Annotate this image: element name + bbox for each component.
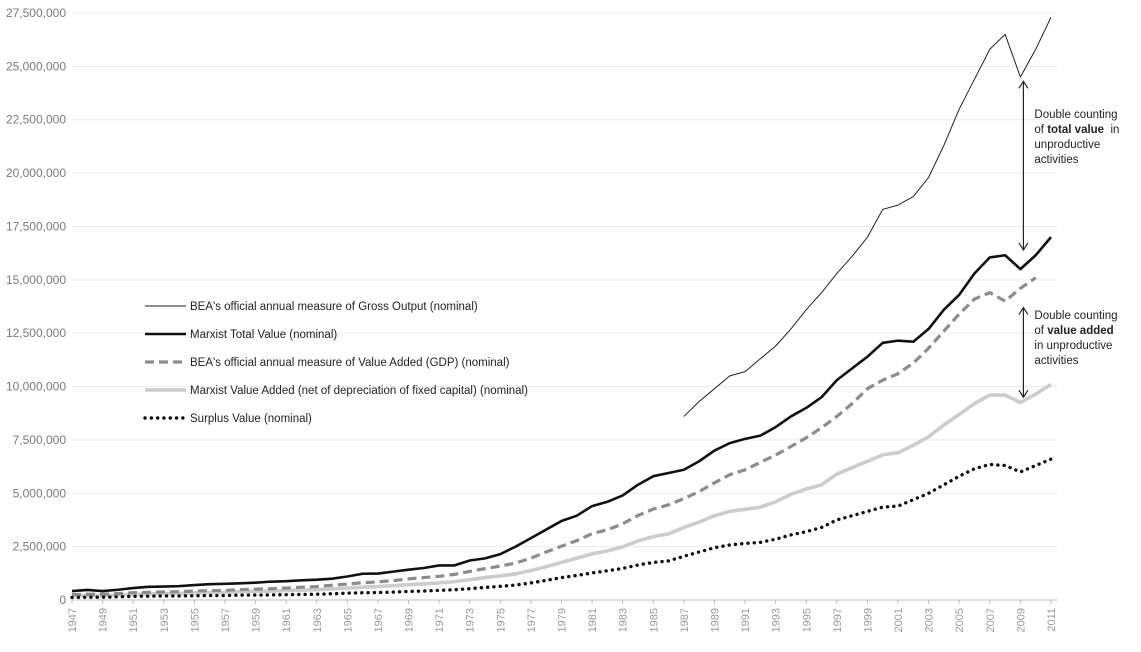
x-tick-label: 2007 <box>985 608 997 632</box>
annotation-text: Double counting <box>1034 109 1118 121</box>
series-line-3 <box>71 382 1052 598</box>
x-tick-label: 1999 <box>862 608 874 632</box>
annotation-line: Double counting <box>1034 309 1117 324</box>
legend: BEA's official annual measure of Gross O… <box>143 301 528 425</box>
series-line-2 <box>71 276 1037 597</box>
annotation-value-added-gap: Double counting of value added in unproduc… <box>1034 309 1117 369</box>
arrow-head <box>1018 389 1029 399</box>
legend-entry: Marxist Value Added (net of depreciation… <box>190 385 528 397</box>
x-tick-label: 1955 <box>189 608 201 632</box>
annotation-line: activities <box>1034 354 1117 369</box>
x-tick-label: 1975 <box>495 608 507 632</box>
x-tick-label: 1971 <box>434 608 446 632</box>
x-tick-label: 1985 <box>648 608 660 632</box>
annotation-text: activities <box>1034 154 1079 166</box>
y-tick-label: 0 <box>59 593 66 607</box>
annotation-text: of <box>1034 325 1048 337</box>
y-tick-label: 12,500,000 <box>6 326 66 340</box>
y-tick-label: 15,000,000 <box>6 273 66 287</box>
annotation-line: of total value in <box>1034 123 1119 138</box>
x-tick-label: 1977 <box>526 608 538 632</box>
gridlines <box>72 12 1057 601</box>
x-tick-label: 2011 <box>1046 608 1058 632</box>
y-tick-label: 7,500,000 <box>13 433 67 447</box>
series-line-4 <box>70 457 1053 600</box>
series-lines <box>70 17 1053 600</box>
y-tick-label: 17,500,000 <box>6 219 66 233</box>
series-line-0 <box>683 17 1052 417</box>
x-tick-label: 1995 <box>801 608 813 632</box>
x-tick-label: 1979 <box>557 608 569 632</box>
x-tick-label: 1973 <box>465 608 477 632</box>
x-tick-label: 2009 <box>1015 608 1027 632</box>
arrow-head <box>1018 242 1029 252</box>
x-tick-label: 1951 <box>128 608 140 632</box>
annotation-emphasis: total value <box>1047 124 1105 136</box>
x-tick-label: 1981 <box>587 608 599 632</box>
x-tick-label: 1957 <box>220 608 232 632</box>
x-tick-label: 2005 <box>954 608 966 632</box>
x-tick-label: 2003 <box>924 608 936 632</box>
x-axis-ticks: 1947 1949 1951 1953 1955 1957 1959 1961 1963 1965… <box>67 600 1058 632</box>
x-tick-label: 1997 <box>832 608 844 632</box>
x-tick-label: 2001 <box>893 608 905 632</box>
x-tick-label: 1969 <box>404 608 416 632</box>
annotation-text: in unproductive <box>1034 340 1113 352</box>
x-tick-label: 1987 <box>679 608 691 632</box>
x-tick-label: 1989 <box>709 608 721 632</box>
x-tick-label: 1993 <box>771 608 783 632</box>
annotation-text: in <box>1104 124 1120 136</box>
annotation-line: of value added <box>1034 324 1117 339</box>
annotation-text: of <box>1034 124 1048 136</box>
annotation-total-value-gap: Double counting of total value in unproduc… <box>1034 108 1119 168</box>
annotation-line: activities <box>1034 153 1119 168</box>
y-tick-label: 27,500,000 <box>6 6 66 20</box>
x-tick-label: 1949 <box>98 608 110 632</box>
y-tick-label: 10,000,000 <box>6 380 66 394</box>
annotation-arrows <box>1018 80 1029 399</box>
y-tick-label: 25,000,000 <box>6 59 66 73</box>
arrow-head <box>1018 306 1029 315</box>
annotation-text: Double counting <box>1034 310 1118 322</box>
y-tick-label: 5,000,000 <box>13 486 67 500</box>
x-tick-label: 1953 <box>159 608 171 632</box>
annotation-line: Double counting <box>1034 108 1119 123</box>
series-line-1 <box>71 236 1052 593</box>
y-axis-ticks: 0 2,500,000 5,000,000 7,500,000 10,000,000 12… <box>6 6 66 607</box>
legend-entry: BEA's official annual measure of Value A… <box>190 357 510 369</box>
x-tick-label: 1991 <box>740 608 752 632</box>
x-tick-label: 1967 <box>373 608 385 632</box>
annotation-text: unproductive <box>1034 139 1101 151</box>
x-tick-label: 1959 <box>251 608 263 632</box>
annotation-line: unproductive <box>1034 138 1119 153</box>
x-tick-label: 1947 <box>67 608 79 632</box>
legend-entry: Surplus Value (nominal) <box>190 413 312 425</box>
y-tick-label: 2,500,000 <box>13 540 67 554</box>
x-tick-label: 1983 <box>618 608 630 632</box>
y-tick-label: 20,000,000 <box>6 166 66 180</box>
arrow-head <box>1018 80 1029 89</box>
legend-entry: Marxist Total Value (nominal) <box>190 329 337 341</box>
y-tick-label: 22,500,000 <box>6 113 66 127</box>
legend-entry: BEA's official annual measure of Gross O… <box>190 301 478 313</box>
annotation-emphasis: value added <box>1047 325 1114 337</box>
annotation-line: in unproductive <box>1034 339 1117 354</box>
x-tick-label: 1963 <box>312 608 324 632</box>
annotation-text: activities <box>1034 355 1079 367</box>
x-tick-label: 1961 <box>281 608 293 632</box>
x-tick-label: 1965 <box>342 608 354 632</box>
